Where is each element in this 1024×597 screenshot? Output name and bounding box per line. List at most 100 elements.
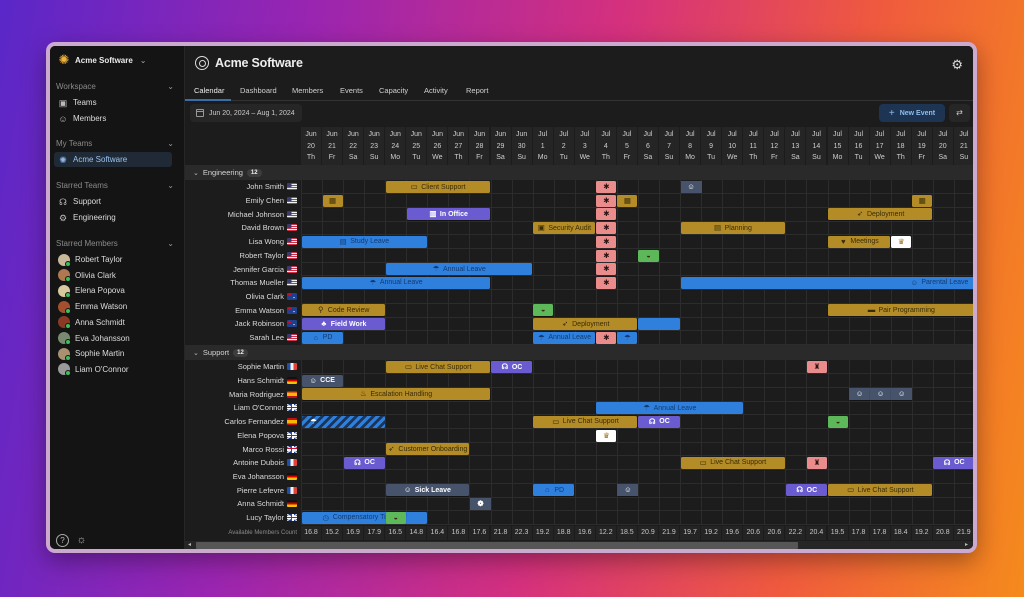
event-oc[interactable]: ☊ OC <box>638 415 680 428</box>
event-in-office[interactable]: ▥ In Office <box>406 208 491 221</box>
member-label[interactable]: Anna Schmidt <box>185 497 299 511</box>
section-starred-teams[interactable]: Starred Teams ⌄ <box>56 181 174 190</box>
new-event-button[interactable]: + New Event <box>879 104 945 122</box>
date-range-picker[interactable]: Jun 20, 2024 – Aug 1, 2024 <box>190 104 302 122</box>
member-label[interactable]: Carlos Fernandez <box>185 415 299 429</box>
sidebar-item-acme-software[interactable]: ✺ Acme Software <box>54 152 172 167</box>
member-label[interactable]: Michael Johnson <box>185 207 299 221</box>
event-pd[interactable]: ⌂ PD <box>533 484 575 497</box>
filter-settings-button[interactable]: ⇄ <box>949 104 970 122</box>
sidebar-item-engineering[interactable]: ⚙ Engineering <box>54 210 172 225</box>
member-label[interactable]: Lisa Wong <box>185 235 299 249</box>
event-bug[interactable]: ✱ <box>596 194 617 207</box>
event-calendar[interactable]: ▦ <box>912 194 933 207</box>
member-label[interactable]: Jack Robinson <box>185 317 299 331</box>
tab-activity[interactable]: Activity <box>424 86 448 95</box>
theme-toggle-icon[interactable]: ☼ <box>76 534 87 546</box>
event-oc[interactable]: ☊ OC <box>343 456 385 469</box>
tab-calendar[interactable]: Calendar <box>194 86 225 95</box>
event-client-support[interactable]: ▭ Client Support <box>385 181 491 193</box>
member-label[interactable]: Emily Chen <box>185 194 299 208</box>
event-smiley[interactable]: ☺ <box>870 388 892 401</box>
starred-member-sophie-martin[interactable]: Sophie Martin <box>54 346 172 361</box>
event-bug[interactable]: ✱ <box>596 208 617 221</box>
event-bug[interactable]: ✱ <box>596 263 617 276</box>
starred-member-robert-taylor[interactable]: Robert Taylor <box>54 252 172 267</box>
starred-member-anna-schmidt[interactable]: Anna Schmidt <box>54 315 172 330</box>
event-live-chat-support[interactable]: ▭ Live Chat Support <box>385 361 491 373</box>
team-group-support[interactable]: ⌄ Support 12 <box>185 345 973 360</box>
event-compensatory-time-off[interactable]: ◷ Compensatory Time Off <box>301 511 427 524</box>
member-label[interactable]: John Smith <box>185 180 299 194</box>
member-label[interactable]: Eva Johansson <box>185 470 299 484</box>
member-label[interactable]: David Brown <box>185 221 299 235</box>
scrollbar-thumb[interactable] <box>196 542 798 549</box>
event-castle[interactable]: ♜ <box>806 456 827 469</box>
event-parental-leave[interactable]: ☺ Parental Leave <box>680 276 973 289</box>
event-beach[interactable]: ☂ <box>617 331 638 344</box>
event-escalation-handling[interactable]: ♨ Escalation Handling <box>301 388 491 401</box>
event-block[interactable] <box>638 318 680 330</box>
event-bug[interactable]: ✱ <box>596 331 617 344</box>
starred-member-elena-popova[interactable]: Elena Popova <box>54 283 172 298</box>
tab-capacity[interactable]: Capacity <box>379 86 409 95</box>
scroll-right-icon[interactable]: ▸ <box>965 542 969 548</box>
member-label[interactable]: Thomas Mueller <box>185 276 299 290</box>
event-smiley[interactable]: ☺ <box>891 388 913 401</box>
event-live-chat-support[interactable]: ▭ Live Chat Support <box>680 456 785 469</box>
member-label[interactable]: Pierre Lefevre <box>185 483 299 497</box>
event-trophy[interactable]: ♛ <box>596 429 617 442</box>
member-label[interactable]: Sarah Lee <box>185 331 299 345</box>
event-customer-onboarding[interactable]: ➶ Customer Onboarding <box>385 443 469 456</box>
sidebar-item-teams[interactable]: ▣ Teams <box>54 95 172 110</box>
member-label[interactable]: Sophie Martin <box>185 360 299 374</box>
section-workspace[interactable]: Workspace ⌄ <box>56 82 174 91</box>
event-castle[interactable]: ♜ <box>806 361 827 373</box>
tab-members[interactable]: Members <box>292 86 324 95</box>
event-live-chat-support[interactable]: ▭ Live Chat Support <box>828 484 933 497</box>
event-code-review[interactable]: ⚲ Code Review <box>301 304 385 317</box>
event-meetings[interactable]: ♥ Meetings <box>828 235 891 248</box>
member-label[interactable]: Robert Taylor <box>185 249 299 263</box>
event-cce[interactable]: ☺ CCE <box>301 374 343 387</box>
event-trophy[interactable]: ♛ <box>891 235 912 248</box>
event-oc[interactable]: ☊ OC <box>933 456 973 469</box>
event-study-leave[interactable]: ▤ Study Leave <box>301 235 427 248</box>
tab-events[interactable]: Events <box>340 86 363 95</box>
member-label[interactable]: Liam O'Connor <box>185 401 299 415</box>
event-annual-leave[interactable]: ☂ Annual Leave <box>301 276 491 289</box>
member-label[interactable]: Marco Rossi <box>185 442 299 456</box>
settings-gear-icon[interactable]: ⚙ <box>951 57 963 72</box>
event-cake[interactable]: ◒ <box>638 249 659 262</box>
event-bug[interactable]: ✱ <box>596 235 617 248</box>
event-pair-programming[interactable]: ▬ Pair Programming <box>828 304 973 317</box>
event-bug[interactable]: ✱ <box>596 181 617 193</box>
event-deployment[interactable]: ➶ Deployment <box>828 208 933 221</box>
event-bug[interactable]: ✱ <box>596 249 617 262</box>
event-cake[interactable]: ◒ <box>533 304 554 317</box>
member-label[interactable]: Maria Rodriguez <box>185 387 299 401</box>
event-smiley[interactable]: ☺ <box>617 484 639 497</box>
event-deployment[interactable]: ➶ Deployment <box>533 318 638 330</box>
org-switcher[interactable]: ✺ Acme Software ⌄ <box>58 53 147 67</box>
sidebar-item-members[interactable]: ☺ Members <box>54 111 172 126</box>
event-beach[interactable]: ☂ <box>301 415 385 428</box>
member-label[interactable]: Lucy Taylor <box>185 511 299 525</box>
team-group-engineering[interactable]: ⌄ Engineering 12 <box>185 165 973 180</box>
event-annual-leave[interactable]: ☂ Annual Leave <box>596 402 743 415</box>
member-label[interactable]: Elena Popova <box>185 429 299 443</box>
event-cake[interactable]: ◒ <box>385 511 406 524</box>
event-pd[interactable]: ⌂ PD <box>301 331 343 344</box>
event-smiley[interactable]: ☺ <box>849 388 871 401</box>
horizontal-scrollbar[interactable]: ◂ ▸ <box>185 541 973 549</box>
event-calendar[interactable]: ▦ <box>617 194 638 207</box>
sidebar-item-support[interactable]: ☊ Support <box>54 194 172 209</box>
starred-member-liam-o-connor[interactable]: Liam O'Connor <box>54 362 172 377</box>
starred-member-eva-johansson[interactable]: Eva Johansson <box>54 331 172 346</box>
tab-report[interactable]: Report <box>466 86 489 95</box>
event-annual-leave[interactable]: ☂ Annual Leave <box>533 331 596 344</box>
event-smiley[interactable]: ☺ <box>680 181 702 193</box>
event-brain[interactable]: ❁ <box>469 498 492 510</box>
help-icon[interactable]: ? <box>56 534 69 547</box>
member-label[interactable]: Hans Schmidt <box>185 374 299 388</box>
